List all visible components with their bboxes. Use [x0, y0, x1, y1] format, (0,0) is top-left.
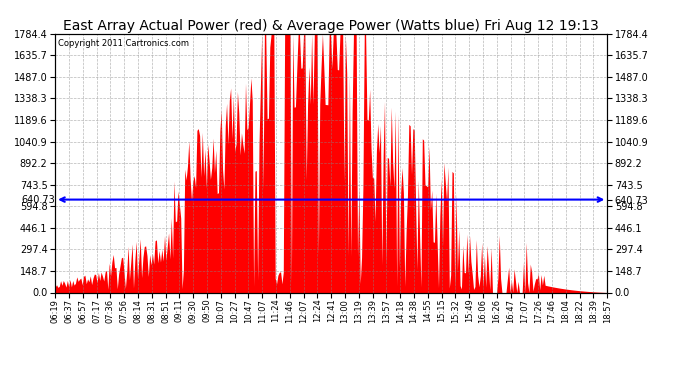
Title: East Array Actual Power (red) & Average Power (Watts blue) Fri Aug 12 19:13: East Array Actual Power (red) & Average … — [63, 19, 599, 33]
Text: Copyright 2011 Cartronics.com: Copyright 2011 Cartronics.com — [58, 39, 189, 48]
Text: 640.73: 640.73 — [21, 195, 55, 205]
